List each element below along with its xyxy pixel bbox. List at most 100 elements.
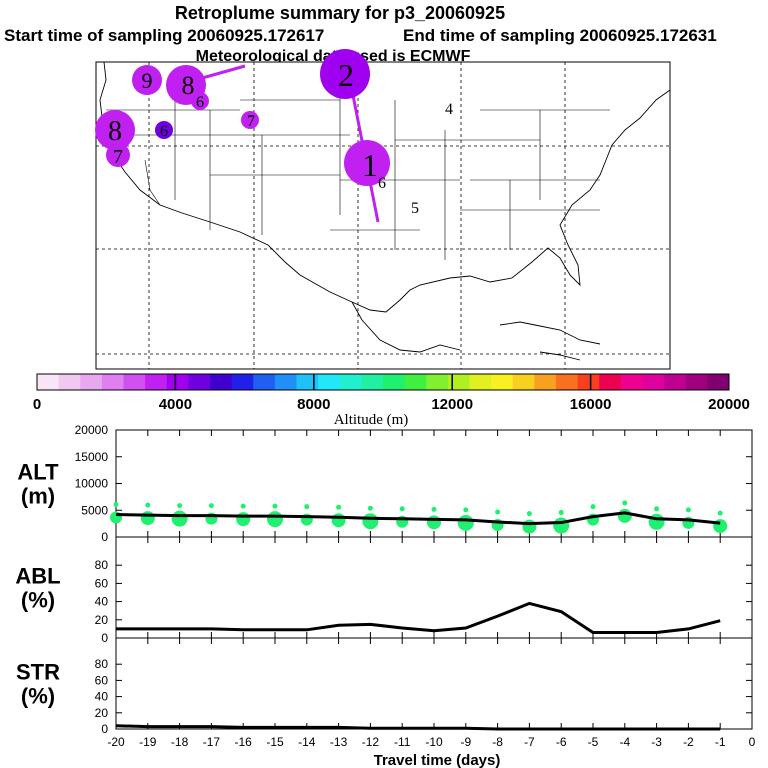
colorbar-ticks: 0 4000 8000 12000 16000 20000: [33, 374, 750, 413]
x-tick-label: -17: [203, 735, 221, 749]
plume-circle: [155, 121, 173, 139]
colorbar-swatch: [274, 374, 297, 390]
altitude-dot: [399, 506, 405, 512]
plume-circle: [191, 92, 209, 110]
x-tick-labels: -20 -19 -18 -17 -16 -15 -14 -13 -12 -11 -10 -9 -8 -7-…: [107, 735, 755, 749]
x-tick-label: -7: [524, 735, 535, 749]
colorbar-swatch: [123, 374, 146, 390]
colorbar-tick-label: 0: [33, 396, 41, 413]
y-tick-label: 0: [101, 530, 108, 544]
colorbar-tick-label: 8000: [297, 396, 330, 413]
panel-str: 0 20 40 60 80 STR(%): [16, 637, 753, 736]
colorbar-swatch: [404, 374, 427, 390]
colorbar-frame: [36, 373, 730, 391]
plume-circle: [132, 65, 162, 95]
y-tick-label: 5000: [81, 503, 108, 517]
altitude-dot: [558, 510, 564, 516]
altitude-dot: [685, 507, 691, 513]
plume-label: 8: [108, 116, 122, 147]
colorbar-swatch: [339, 374, 362, 390]
colorbar-swatch: [210, 374, 233, 390]
colorbar-label: Altitude (m): [334, 412, 409, 428]
x-tick-label: -1: [715, 735, 726, 749]
y-tick-label: 20: [95, 706, 109, 720]
colorbar-swatch: [491, 374, 514, 390]
series-line: [115, 724, 721, 731]
x-tick-label: 0: [749, 735, 756, 749]
y-tick-label: 80: [95, 558, 109, 572]
altitude-dot: [654, 506, 660, 512]
y-tick-label: 0: [101, 722, 108, 736]
altitude-dot: [240, 503, 246, 509]
plume-label: 7: [247, 113, 255, 130]
x-tick-label: -2: [683, 735, 694, 749]
colorbar-swatch: [80, 374, 103, 390]
colorbar-swatch: [361, 374, 384, 390]
panel-frame: [115, 637, 753, 730]
plume-circle: [344, 140, 390, 186]
colorbar-swatch: [599, 374, 622, 390]
colorbar-swatch: [426, 374, 449, 390]
colorbar-swatch: [296, 374, 319, 390]
y-axis-unit: (%): [21, 588, 55, 613]
altitude-blob: [617, 508, 632, 523]
x-tick-label: -15: [266, 735, 284, 749]
panel-abl: 0 20 40 60 80 ABL(%): [15, 536, 753, 645]
colorbar-swatch: [145, 374, 168, 390]
x-tick-label: -12: [362, 735, 380, 749]
colorbar-swatch: [37, 374, 60, 390]
colorbar-swatch: [166, 374, 189, 390]
colorbar-swatch: [707, 374, 730, 390]
colorbar-swatch: [577, 374, 600, 390]
x-tick-label: -6: [556, 735, 567, 749]
altitude-blob: [140, 511, 155, 526]
altitude-blob: [236, 512, 251, 527]
plume-label: 6: [196, 94, 204, 111]
plume-label: 4: [445, 101, 453, 118]
panel-frame: [115, 536, 753, 639]
x-tick-label: -16: [235, 735, 253, 749]
altitude-colorbar: [36, 373, 730, 391]
altitude-blob: [553, 517, 570, 534]
x-tick-label: -14: [298, 735, 316, 749]
y-tick-label: 15000: [75, 450, 109, 464]
colorbar-swatch: [469, 374, 492, 390]
y-axis-label: ABL: [15, 564, 60, 589]
y-tick-label: 10000: [75, 477, 109, 491]
series-line: [115, 511, 721, 526]
x-tick-label: -3: [651, 735, 662, 749]
plume-circle: [95, 110, 135, 150]
timeseries-panels: 05000100001500020000ALT(m)020406080ABL(%…: [15, 423, 755, 749]
altitude-blob: [267, 511, 283, 528]
altitude-blob: [457, 514, 474, 531]
plume-label: 6: [160, 123, 168, 140]
colorbar-swatch: [383, 374, 406, 390]
x-tick-label: -18: [171, 735, 189, 749]
altitude-dot: [177, 503, 183, 509]
panel-alt: 0 5000 10000 15000 20000 ALT(m): [17, 423, 753, 544]
plume-labels: 9 8 6 2 4 7 8 6 7 1 6 5: [108, 57, 453, 217]
altitude-dot: [431, 506, 437, 512]
plume-label: 1: [362, 147, 378, 183]
x-tick-label: -10: [425, 735, 443, 749]
plume-circles: [95, 49, 390, 186]
map-frame: [95, 61, 671, 370]
altitude-blob: [331, 513, 346, 528]
y-axis-unit: (m): [21, 484, 55, 509]
plume-label: 6: [378, 175, 386, 192]
altitude-dot: [463, 507, 469, 513]
colorbar-tick-label: 4000: [159, 396, 192, 413]
colorbar-swatch: [642, 374, 665, 390]
plume-label: 7: [113, 146, 123, 168]
start-time-label: Start time of sampling 20060925.172617: [4, 26, 324, 45]
altitude-dot: [495, 509, 501, 515]
colorbar-swatch: [231, 374, 254, 390]
colorbar-swatch: [512, 374, 535, 390]
altitude-dot: [590, 504, 596, 510]
x-tick-label: -19: [139, 735, 157, 749]
y-tick-label: 20: [95, 613, 109, 627]
x-tick-label: -8: [492, 735, 503, 749]
x-tick-label: -20: [107, 735, 125, 749]
altitude-dot: [145, 502, 151, 508]
x-tick-label: -9: [460, 735, 471, 749]
